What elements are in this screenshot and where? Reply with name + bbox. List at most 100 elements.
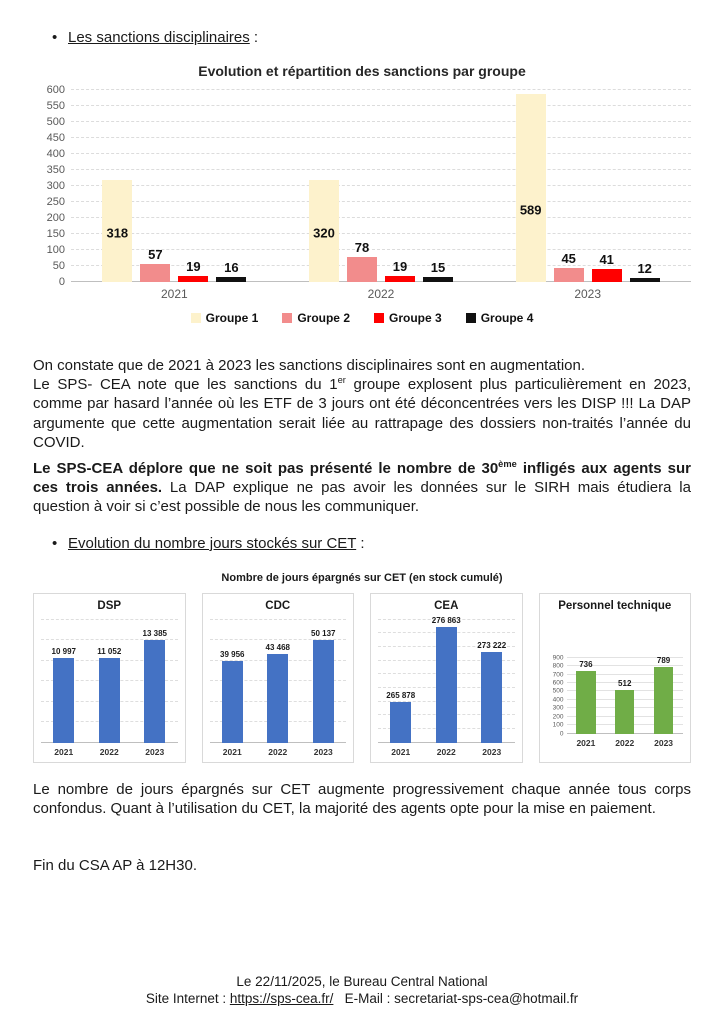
bullet-sanctions: • Les sanctions disciplinaires : (33, 28, 691, 47)
cet-charts-section: Nombre de jours épargnés sur CET (en sto… (33, 572, 691, 763)
panel-bar-slot: 50 137 (301, 620, 347, 743)
bar-groupe-4-2022 (423, 277, 453, 282)
panel-bar-2022 (435, 627, 457, 743)
panel-gridline (566, 665, 683, 667)
bullet-cet-label: Evolution du nombre jours stockés sur CE… (68, 534, 357, 552)
y-tick-label: 600 (46, 84, 65, 96)
x-tick-label: 2023 (574, 287, 602, 301)
legend-item: Groupe 3 (374, 311, 442, 325)
y-tick-label: 550 (46, 100, 65, 112)
panel-bar-value-label: 789 (656, 656, 671, 665)
panel-xaxis: 2021 2022 2023 (210, 747, 347, 757)
gridline (71, 153, 691, 154)
panel-y-tick-label: 400 (552, 696, 564, 704)
footer: Le 22/11/2025, le Bureau Central Nationa… (33, 973, 691, 1007)
bar-groupe-4-2021 (216, 276, 247, 282)
panel-bar-value-label: 39 956 (220, 649, 245, 659)
bullet-sanctions-suffix: : (249, 29, 259, 46)
panel-y-tick-label: 900 (552, 654, 564, 662)
panel-gridline (41, 618, 178, 620)
panel-spacer (547, 612, 684, 650)
bullet-icon: • (52, 534, 58, 552)
y-tick-label: 350 (46, 164, 65, 176)
bullet-cet-suffix: : (356, 534, 365, 552)
bar-value-label: 16 (224, 259, 239, 275)
panel-gridline (378, 618, 515, 620)
para1-line2-pre: Le SPS- CEA note que les sanctions du 1 (33, 376, 338, 394)
para2-superscript: ème (498, 459, 517, 470)
panel-bar-slot: 512 (605, 658, 644, 734)
bar-value-label: 78 (354, 240, 370, 256)
panel-y-tick-label: 300 (552, 704, 564, 712)
panel-plot: 39 956 43 468 50 137 (209, 618, 347, 743)
bar-groupe-3-2021 (178, 275, 209, 282)
sanctions-chart-title: Evolution et répartition des sanctions p… (198, 63, 526, 79)
panel-gridline (566, 673, 683, 675)
sanctions-chart: Evolution et répartition des sanctions p… (33, 63, 691, 325)
gridline (71, 185, 691, 186)
gridline (71, 265, 691, 266)
gridline (71, 281, 691, 282)
y-tick-label: 50 (52, 260, 65, 272)
panel-bars: 265 878 276 863 273 222 (378, 616, 515, 743)
panel-bars: 10 997 11 052 13 385 (41, 620, 178, 743)
panel-bar-2022 (98, 657, 120, 743)
panel-xaxis: 2021 2022 2023 (41, 747, 178, 757)
panel-gridline (209, 618, 346, 620)
panel-x-tick-label: 2022 (436, 746, 456, 757)
bar-slot: 15 (423, 90, 453, 282)
para2-bold: Le SPS-CEA déplore que ne soit pas prése… (33, 459, 691, 497)
panel-bar-2021 (221, 660, 243, 743)
gridline (71, 249, 691, 250)
legend-item: Groupe 4 (465, 311, 533, 325)
bullet-cet: • Evolution du nombre jours stockés sur C… (33, 534, 691, 553)
panel-bar-slot: 13 385 (132, 620, 178, 743)
para2-bold-post: infligés aux agents sur ces trois années… (33, 460, 691, 497)
panel-bar-value-label: 265 878 (386, 691, 416, 701)
x-tick-label: 2022 (367, 287, 395, 301)
sanctions-chart-body: 0 50 100 150 200 250 300 350 400 450 500 550 600 318… (33, 84, 691, 288)
legend-item: Groupe 1 (190, 311, 259, 325)
panel-plot: 265 878 276 863 273 222 (378, 616, 515, 743)
paragraph-cet-comment: Le nombre de jours épargnés sur CET augm… (33, 780, 691, 817)
panel-bar-value-label: 273 222 (477, 641, 507, 651)
panel-x-tick-label: 2023 (145, 746, 165, 757)
panel-plot-row: 265 878 276 863 273 222 (378, 616, 515, 743)
bar-value-label: 318 (106, 225, 129, 241)
bar-slot: 19 (178, 90, 209, 282)
panel-bar-value-label: 13 385 (142, 628, 167, 638)
gridline (71, 217, 691, 218)
panel-bar-2023 (144, 639, 166, 743)
panel-bar-slot: 43 468 (255, 620, 301, 743)
panel-bar-slot: 276 863 (424, 616, 470, 743)
bar-slot: 589 (515, 90, 546, 282)
bar-value-label: 320 (313, 225, 335, 241)
panel-bar-2023 (481, 652, 503, 743)
footer-email-label: E-Mail : secretariat-sps-cea@hotmail.fr (333, 991, 579, 1007)
legend-item: Groupe 2 (282, 311, 350, 325)
paragraph-deplore: Le SPS-CEA déplore que ne soit pas prése… (33, 459, 691, 517)
bar-slot: 45 (553, 90, 584, 282)
bar-groupe-3-2023 (591, 268, 622, 282)
y-tick-label: 100 (46, 244, 65, 256)
panel-bar-slot: 11 052 (87, 620, 133, 743)
panel-gridline (566, 681, 683, 683)
bar-slot: 16 (216, 90, 247, 282)
bar-group-2021: 318 57 19 16 (71, 90, 278, 282)
sanctions-legend: Groupe 1 Groupe 2 Groupe 3 Groupe 4 (33, 311, 691, 325)
panel-title: DSP (97, 599, 122, 612)
panel-plot: 736 512 789 (566, 656, 683, 734)
legend-label: Groupe 1 (205, 311, 259, 325)
bar-slot: 41 (591, 90, 622, 282)
footer-website-link[interactable]: https://sps-cea.fr/ (229, 991, 334, 1007)
bar-slot: 320 (309, 90, 339, 282)
panel-bar-slot: 265 878 (378, 620, 424, 743)
panel-xaxis: 2021 2022 2023 (567, 738, 684, 748)
cet-panel-personnel-technique: Personnel technique 900 800 700 600 500 400 300… (538, 592, 691, 763)
sanctions-xaxis: 2021 2022 2023 (71, 287, 691, 301)
cet-panels: DSP 10 997 11 052 13 385 2021 2022 2023 CDC 39 9… (33, 592, 691, 763)
bar-value-label: 45 (561, 250, 576, 266)
bar-value-label: 19 (186, 258, 201, 274)
y-tick-label: 450 (46, 132, 65, 144)
panel-bar-value-label: 11 052 (97, 646, 122, 656)
